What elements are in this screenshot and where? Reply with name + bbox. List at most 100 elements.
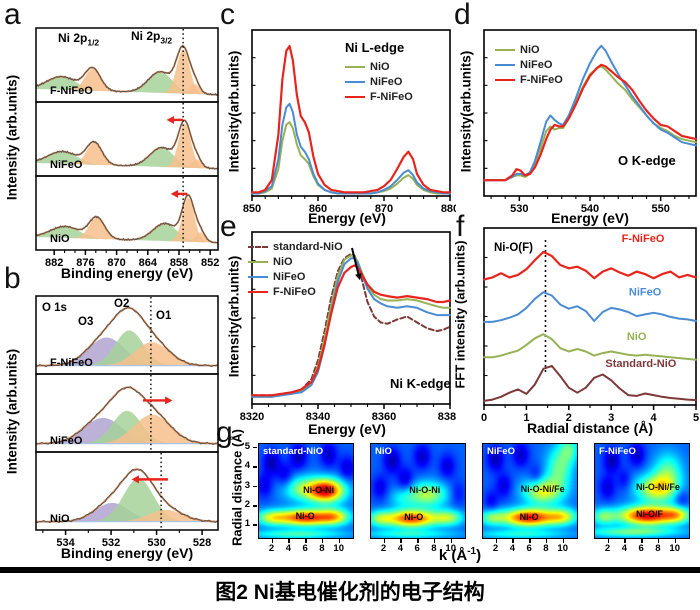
fit-peak-green [36,226,124,240]
legend-label: F-NiFeO [520,73,563,86]
o1s-annotation: O 1s [42,302,67,314]
subpanel-frame [35,451,219,531]
g-x-tick-label: 6 [638,543,644,554]
g-x-axis-label-post: ) [476,547,482,564]
series-label-Standard-NiO: Standard-NiO [605,358,676,370]
series-line-Standard-NiO [483,364,697,402]
g-x-tick [288,539,290,543]
g-x-tick [529,539,531,543]
g-x-tick-label: 6 [302,543,308,554]
g-x-axis-label-pre: k (Å [438,547,468,564]
fit-peak-green [36,151,121,166]
fit-peak-orange [79,414,218,444]
ni2p32-annotation: Ni 2p3/2 [131,29,172,45]
o-k-edge-note: O K-edge [618,153,676,168]
legend-label: NiO [273,255,293,268]
ni-of-annotation: Ni-O(F) [494,242,533,254]
fit-peak-green [78,478,199,522]
g-x-tick-label: 8 [655,543,661,554]
legend-label: standard-NiO [273,240,343,253]
x-tick-label: 2 [566,412,572,424]
legend-label: NiO [370,60,390,73]
x-tick-label: 860 [309,203,327,215]
g-x-tick [305,539,307,543]
raw-data-line [35,306,219,368]
f-y-axis-label: FFT intensity (arb.units) [452,240,468,389]
g-x-tick-label: 8 [431,543,437,554]
legend-label: F-NiFeO [370,90,413,103]
x-tick-label: 0 [481,412,487,424]
legend-swatch-NiFeO [495,63,515,66]
g-x-tick [450,539,453,543]
sample-label: NiO [50,513,70,525]
g-x-tick [383,539,386,543]
g-x-tick [321,539,324,543]
raw-data-line [35,468,219,524]
x-tick-label: 8320 [240,411,264,423]
g-y-tick-label: 4 [244,460,250,472]
g-y-tick [253,505,257,507]
g-x-tick-label: 4 [621,543,628,554]
series-line-F-NiFeO [482,250,698,281]
g-x-tick-label: 10 [557,543,568,554]
series-label-NiO: NiO [627,331,647,343]
x-tick-label: 528 [193,537,211,549]
legend-row-standard-NiO: standard-NiO [248,239,343,254]
ni-l-edge-plot: 850 860 870 880 [243,29,456,215]
g-x-tick [338,539,341,543]
legend-swatch-standard-NiO [248,245,268,248]
bond-label: Ni-O [404,511,424,522]
bond-label: Ni-O-Ni/Fe [635,481,680,492]
panel-g-letter: g [216,416,233,449]
map-title-F-NiFeO: F-NiFeO [599,446,636,457]
g-x-tick [624,539,626,543]
g-x-tick [495,539,498,543]
fit-peak-orange [63,142,126,166]
g-x-tick [562,539,565,543]
bond-label: Ni-O [519,511,539,522]
caption-divider-bar [0,567,700,573]
fit-peak-green [36,76,120,92]
ni2p12-annotation: Ni 2p1/2 [58,31,99,47]
x-tick-label: 852 [201,257,219,269]
fit-peak-orange [164,197,213,243]
series-line-NiFeO [483,291,697,323]
wavelet-canvas-NiO [371,444,465,538]
e-legend: standard-NiO NiO NiFeO F-NiFeO [248,239,343,299]
g-x-tick-label: 2 [604,543,611,554]
raw-data-line [35,44,219,97]
bond-label: Ni-O [295,510,315,521]
c-y-axis-label: Intensity(arb.units) [226,50,242,173]
fit-peak-orange [65,217,128,240]
legend-row-F-NiFeO: F-NiFeO [345,89,413,104]
g-x-tick-label: 2 [268,543,275,554]
fit-peak-green [114,147,210,169]
legend-label: NiFeO [370,75,403,88]
fit-peak-green [68,410,186,444]
c-x-axis-label: Energy (eV) [308,210,386,226]
series-line-F-NiFeO [250,264,452,397]
legend-row-NiO: NiO [248,254,343,269]
g-x-tick-label: 10 [669,543,680,554]
e-x-axis-label: Energy (eV) [308,421,386,437]
panel-d-letter: d [454,0,471,31]
series-line-F-NiFeO [250,44,452,194]
map-title-standard-NiO: standard-NiO [263,446,324,457]
sample-label: F-NiFeO [50,85,93,97]
x-tick-label: 532 [102,537,120,549]
g-x-tick [512,539,514,543]
x-tick-label: 3 [608,412,614,424]
fit-peak-orange [178,159,216,169]
g-y-tick-label: 2 [244,499,250,511]
wavelet-canvas-NiFeO [483,444,577,538]
x-tick-label: 870 [107,257,125,269]
f-x-axis-label: Radial distance (Å) [526,420,654,436]
x-tick-label: 8360 [372,411,396,423]
fit-peak-green [117,223,213,243]
g-x-tick [433,539,436,543]
sample-label: F-NiFeO [50,357,93,369]
fft-exafs-plot: 0 1 2 3 4 5 F-NiFeO NiFeO NiO Standard-NiO [481,227,699,424]
panel-c-letter: c [220,0,235,31]
wavelet-canvas-F-NiFeO [595,444,689,538]
